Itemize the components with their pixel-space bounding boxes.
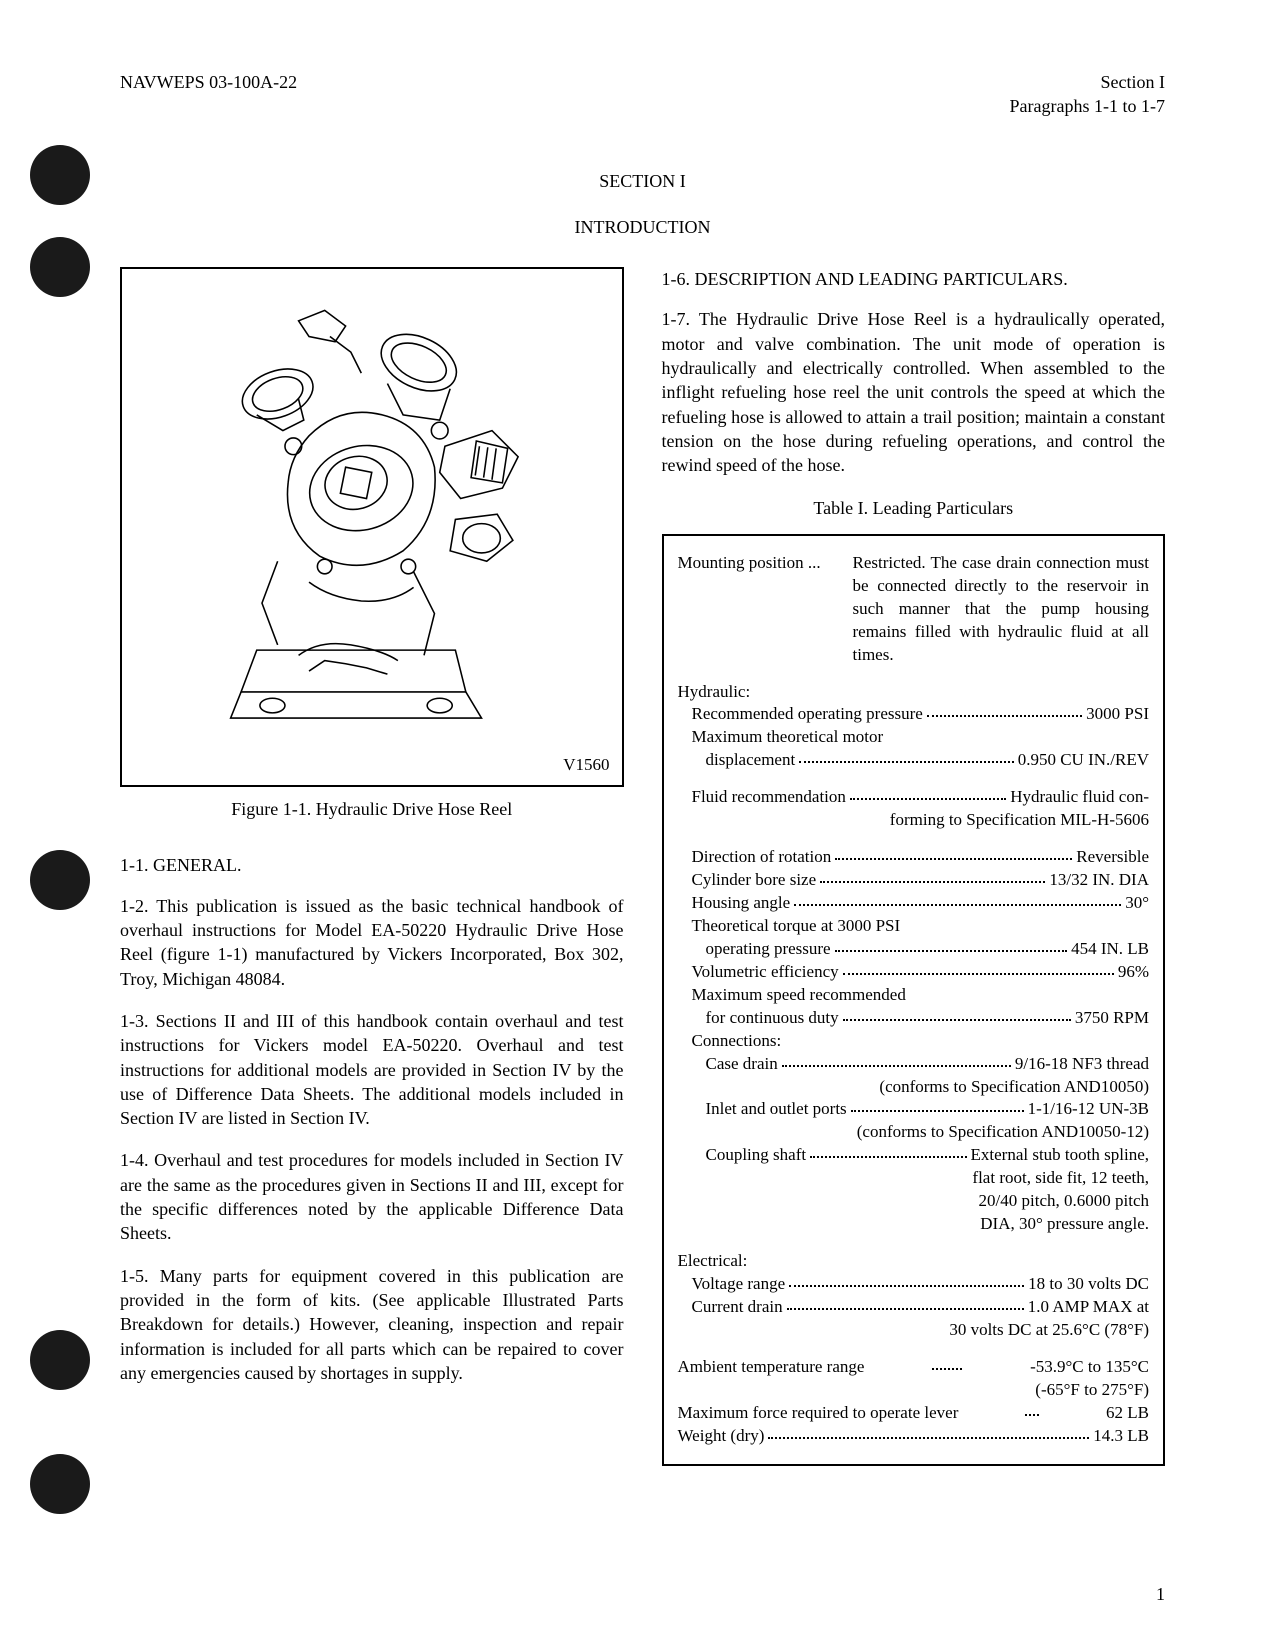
section-subtitle: INTRODUCTION bbox=[120, 215, 1165, 239]
coupling-value4: DIA, 30° pressure angle. bbox=[678, 1213, 1150, 1236]
left-column: V1560 Figure 1-1. Hydraulic Drive Hose R… bbox=[120, 267, 624, 1465]
motor-disp-value: 0.950 CU IN./REV bbox=[1018, 749, 1149, 772]
force-label: Maximum force required to operate lever bbox=[678, 1402, 959, 1425]
content-area: V1560 Figure 1-1. Hydraulic Drive Hose R… bbox=[120, 267, 1165, 1465]
inlet-conforms: (conforms to Specification AND10050-12) bbox=[678, 1121, 1150, 1144]
weight-label: Weight (dry) bbox=[678, 1425, 765, 1448]
weight-value: 14.3 LB bbox=[1093, 1425, 1149, 1448]
mounting-label: Mounting position ... bbox=[678, 552, 853, 667]
hydraulic-drive-illustration bbox=[132, 279, 612, 739]
leading-particulars-table: Mounting position ... Restricted. The ca… bbox=[662, 534, 1166, 1466]
figure-label: V1560 bbox=[563, 754, 609, 777]
speed-label2: for continuous duty bbox=[692, 1007, 839, 1030]
bore-value: 13/32 IN. DIA bbox=[1049, 869, 1149, 892]
current-value: 1.0 AMP MAX at bbox=[1028, 1296, 1149, 1319]
motor-disp-label2: displacement bbox=[692, 749, 796, 772]
torque-label2: operating pressure bbox=[692, 938, 831, 961]
fluid-label: Fluid recommendation bbox=[692, 786, 846, 809]
coupling-value1: External stub tooth spline, bbox=[971, 1144, 1149, 1167]
hydraulic-label: Hydraulic: bbox=[678, 681, 1150, 704]
heading-1-6: 1-6. DESCRIPTION AND LEADING PARTICULARS… bbox=[662, 267, 1166, 291]
page-header: NAVWEPS 03-100A-22 Section I Paragraphs … bbox=[120, 70, 1165, 119]
rotation-label: Direction of rotation bbox=[692, 846, 832, 869]
paragraph-1-4: 1-4. Overhaul and test procedures for mo… bbox=[120, 1148, 624, 1245]
coupling-value3: 20/40 pitch, 0.6000 pitch bbox=[678, 1190, 1150, 1213]
vol-eff-value: 96% bbox=[1118, 961, 1149, 984]
mounting-value: Restricted. The case drain connection mu… bbox=[853, 552, 1150, 667]
binder-hole bbox=[30, 1330, 90, 1390]
inlet-label: Inlet and outlet ports bbox=[692, 1098, 847, 1121]
binder-hole bbox=[30, 1454, 90, 1514]
current-value2: 30 volts DC at 25.6°C (78°F) bbox=[678, 1319, 1150, 1342]
heading-1-1: 1-1. GENERAL. bbox=[120, 853, 624, 877]
speed-label1: Maximum speed recommended bbox=[678, 984, 1150, 1007]
speed-value: 3750 RPM bbox=[1075, 1007, 1149, 1030]
coupling-value2: flat root, side fit, 12 teeth, bbox=[678, 1167, 1150, 1190]
op-pressure-label: Recommended operating pressure bbox=[692, 703, 923, 726]
table-caption: Table I. Leading Particulars bbox=[662, 496, 1166, 520]
fluid-value2: forming to Specification MIL-H-5606 bbox=[678, 809, 1150, 832]
paragraph-1-2: 1-2. This publication is issued as the b… bbox=[120, 894, 624, 991]
vol-eff-label: Volumetric efficiency bbox=[692, 961, 839, 984]
rotation-value: Reversible bbox=[1076, 846, 1149, 869]
paragraph-1-5: 1-5. Many parts for equipment covered in… bbox=[120, 1264, 624, 1385]
paragraph-1-3: 1-3. Sections II and III of this handboo… bbox=[120, 1009, 624, 1130]
paragraphs-label: Paragraphs 1-1 to 1-7 bbox=[1010, 94, 1165, 118]
motor-disp-label1: Maximum theoretical motor bbox=[678, 726, 1150, 749]
figure-box: V1560 bbox=[120, 267, 624, 787]
binder-hole bbox=[30, 850, 90, 910]
section-label: Section I bbox=[1010, 70, 1165, 94]
ambient-label: Ambient temperature range bbox=[678, 1356, 865, 1379]
binder-hole bbox=[30, 237, 90, 297]
page-number: 1 bbox=[1156, 1582, 1165, 1606]
ambient-value2: (-65°F to 275°F) bbox=[678, 1379, 1150, 1402]
right-column: 1-6. DESCRIPTION AND LEADING PARTICULARS… bbox=[662, 267, 1166, 1465]
case-drain-value: 9/16-18 NF3 thread bbox=[1015, 1053, 1149, 1076]
ambient-value: -53.9°C to 135°C bbox=[1030, 1356, 1149, 1379]
op-pressure-value: 3000 PSI bbox=[1086, 703, 1149, 726]
voltage-label: Voltage range bbox=[692, 1273, 786, 1296]
torque-value: 454 IN. LB bbox=[1071, 938, 1149, 961]
coupling-label: Coupling shaft bbox=[692, 1144, 807, 1167]
voltage-value: 18 to 30 volts DC bbox=[1028, 1273, 1149, 1296]
paragraph-1-7: 1-7. The Hydraulic Drive Hose Reel is a … bbox=[662, 307, 1166, 477]
torque-label1: Theoretical torque at 3000 PSI bbox=[678, 915, 1150, 938]
doc-number: NAVWEPS 03-100A-22 bbox=[120, 70, 297, 94]
section-title: SECTION I bbox=[120, 169, 1165, 193]
connections-label: Connections: bbox=[678, 1030, 1150, 1053]
inlet-value: 1-1/16-12 UN-3B bbox=[1028, 1098, 1149, 1121]
binder-hole bbox=[30, 145, 90, 205]
bore-label: Cylinder bore size bbox=[692, 869, 817, 892]
housing-label: Housing angle bbox=[692, 892, 791, 915]
figure-caption: Figure 1-1. Hydraulic Drive Hose Reel bbox=[120, 797, 624, 821]
fluid-value1: Hydraulic fluid con- bbox=[1010, 786, 1149, 809]
housing-value: 30° bbox=[1125, 892, 1149, 915]
case-drain-conforms: (conforms to Specification AND10050) bbox=[678, 1076, 1150, 1099]
force-value: 62 LB bbox=[1106, 1402, 1149, 1425]
electrical-label: Electrical: bbox=[678, 1250, 1150, 1273]
case-drain-label: Case drain bbox=[692, 1053, 778, 1076]
current-label: Current drain bbox=[692, 1296, 783, 1319]
